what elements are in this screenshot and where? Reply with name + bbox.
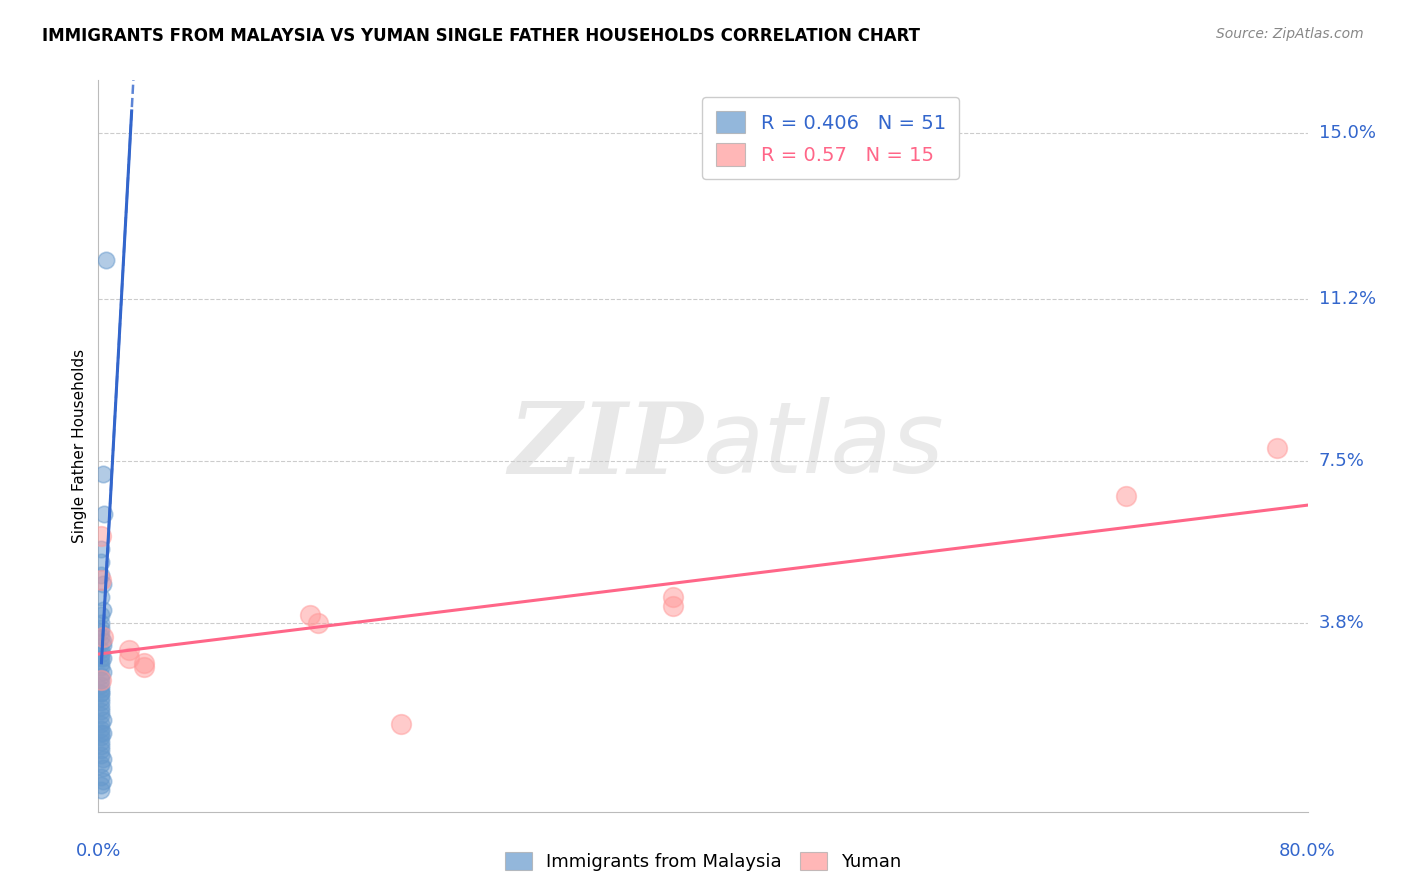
Point: [90, 686, 112, 700]
Point: [91, 603, 114, 617]
Point: [90, 656, 112, 670]
Point: [91, 774, 114, 789]
Point: [90, 682, 112, 697]
Point: [90, 541, 112, 556]
Point: [90, 678, 112, 692]
Text: 3.8%: 3.8%: [1319, 615, 1364, 632]
Point: [93, 507, 115, 521]
Point: [90, 695, 112, 709]
Point: [91, 713, 114, 727]
Point: [91, 638, 114, 652]
Text: 7.5%: 7.5%: [1319, 452, 1365, 470]
Point: [90, 673, 112, 688]
Point: [90, 731, 112, 745]
Point: [90, 642, 112, 657]
Point: [90, 726, 112, 740]
Text: 15.0%: 15.0%: [1319, 124, 1375, 142]
Point: [90, 616, 112, 631]
Point: [90, 743, 112, 757]
Point: [91, 752, 114, 766]
Point: [1115, 489, 1137, 503]
Text: 11.2%: 11.2%: [1319, 290, 1376, 309]
Point: [90, 647, 112, 661]
Point: [90, 651, 112, 665]
Point: [91, 634, 114, 648]
Point: [90, 555, 112, 569]
Point: [90, 756, 112, 771]
Point: [90, 630, 112, 644]
Point: [94, 252, 117, 267]
Point: [90, 734, 112, 748]
Text: IMMIGRANTS FROM MALAYSIA VS YUMAN SINGLE FATHER HOUSEHOLDS CORRELATION CHART: IMMIGRANTS FROM MALAYSIA VS YUMAN SINGLE…: [42, 27, 920, 45]
Point: [91, 467, 114, 482]
Point: [389, 717, 412, 731]
Point: [90, 621, 112, 635]
Point: [90, 747, 112, 762]
Legend: R = 0.406   N = 51, R = 0.57   N = 15: R = 0.406 N = 51, R = 0.57 N = 15: [702, 97, 959, 179]
Y-axis label: Single Father Households: Single Father Households: [72, 349, 87, 543]
Point: [90, 717, 112, 731]
Point: [661, 599, 683, 613]
Point: [132, 656, 155, 670]
Point: [90, 660, 112, 674]
Point: [90, 699, 112, 714]
Point: [91, 665, 114, 679]
Text: 80.0%: 80.0%: [1279, 842, 1336, 860]
Point: [90, 529, 112, 543]
Point: [90, 739, 112, 753]
Point: [90, 782, 112, 797]
Text: Source: ZipAtlas.com: Source: ZipAtlas.com: [1216, 27, 1364, 41]
Point: [90, 625, 112, 640]
Point: [299, 607, 322, 622]
Point: [118, 651, 141, 665]
Point: [91, 577, 114, 591]
Point: [90, 673, 112, 688]
Point: [307, 616, 329, 631]
Point: [90, 590, 112, 604]
Point: [132, 660, 155, 674]
Point: [90, 686, 112, 700]
Point: [90, 669, 112, 683]
Point: [90, 770, 112, 784]
Legend: Immigrants from Malaysia, Yuman: Immigrants from Malaysia, Yuman: [498, 845, 908, 879]
Point: [661, 590, 683, 604]
Text: atlas: atlas: [703, 398, 945, 494]
Point: [91, 651, 114, 665]
Point: [90, 704, 112, 718]
Text: 0.0%: 0.0%: [76, 842, 121, 860]
Point: [118, 642, 141, 657]
Point: [90, 568, 112, 582]
Point: [90, 708, 112, 723]
Point: [1267, 441, 1289, 455]
Text: ZIP: ZIP: [508, 398, 703, 494]
Point: [91, 630, 114, 644]
Point: [90, 690, 112, 705]
Point: [91, 726, 114, 740]
Point: [90, 607, 112, 622]
Point: [90, 573, 112, 587]
Point: [90, 722, 112, 736]
Point: [91, 761, 114, 775]
Point: [90, 779, 112, 793]
